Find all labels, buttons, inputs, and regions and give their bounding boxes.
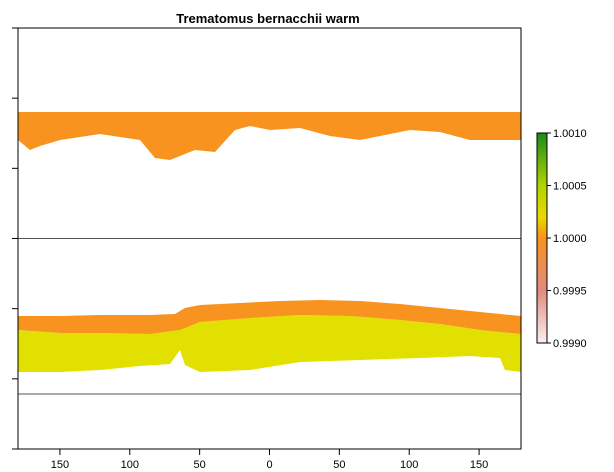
habitat-bands-layer bbox=[18, 112, 521, 372]
north-orange-band bbox=[18, 112, 521, 160]
x-tick-label: 150 bbox=[470, 459, 488, 471]
south-yellow-band bbox=[18, 315, 521, 372]
x-tick-label: 50 bbox=[194, 459, 206, 471]
south-orange-band bbox=[18, 300, 521, 334]
legend-tick-label: 1.0005 bbox=[553, 181, 587, 193]
reference-lines-layer bbox=[18, 238, 521, 395]
x-tick-label: 100 bbox=[400, 459, 418, 471]
x-axis: 150 100 50 0 50 100 150 bbox=[51, 449, 488, 471]
x-tick-label: 100 bbox=[121, 459, 139, 471]
x-tick-label: 50 bbox=[333, 459, 345, 471]
x-tick-label: 150 bbox=[51, 459, 69, 471]
legend-tick-label: 0.9995 bbox=[553, 286, 587, 298]
legend-tick-label: 1.0000 bbox=[553, 233, 587, 245]
legend-tick-label: 1.0010 bbox=[553, 128, 587, 140]
x-tick-label: 0 bbox=[266, 459, 272, 471]
color-legend: 0.9990 0.9995 1.0000 1.0005 1.0010 bbox=[536, 128, 587, 350]
plot-title: Trematomus bernacchii warm bbox=[176, 11, 360, 26]
y-axis bbox=[12, 27, 18, 450]
legend-colorbar bbox=[536, 132, 548, 344]
legend-tick-label: 0.9990 bbox=[553, 338, 587, 350]
